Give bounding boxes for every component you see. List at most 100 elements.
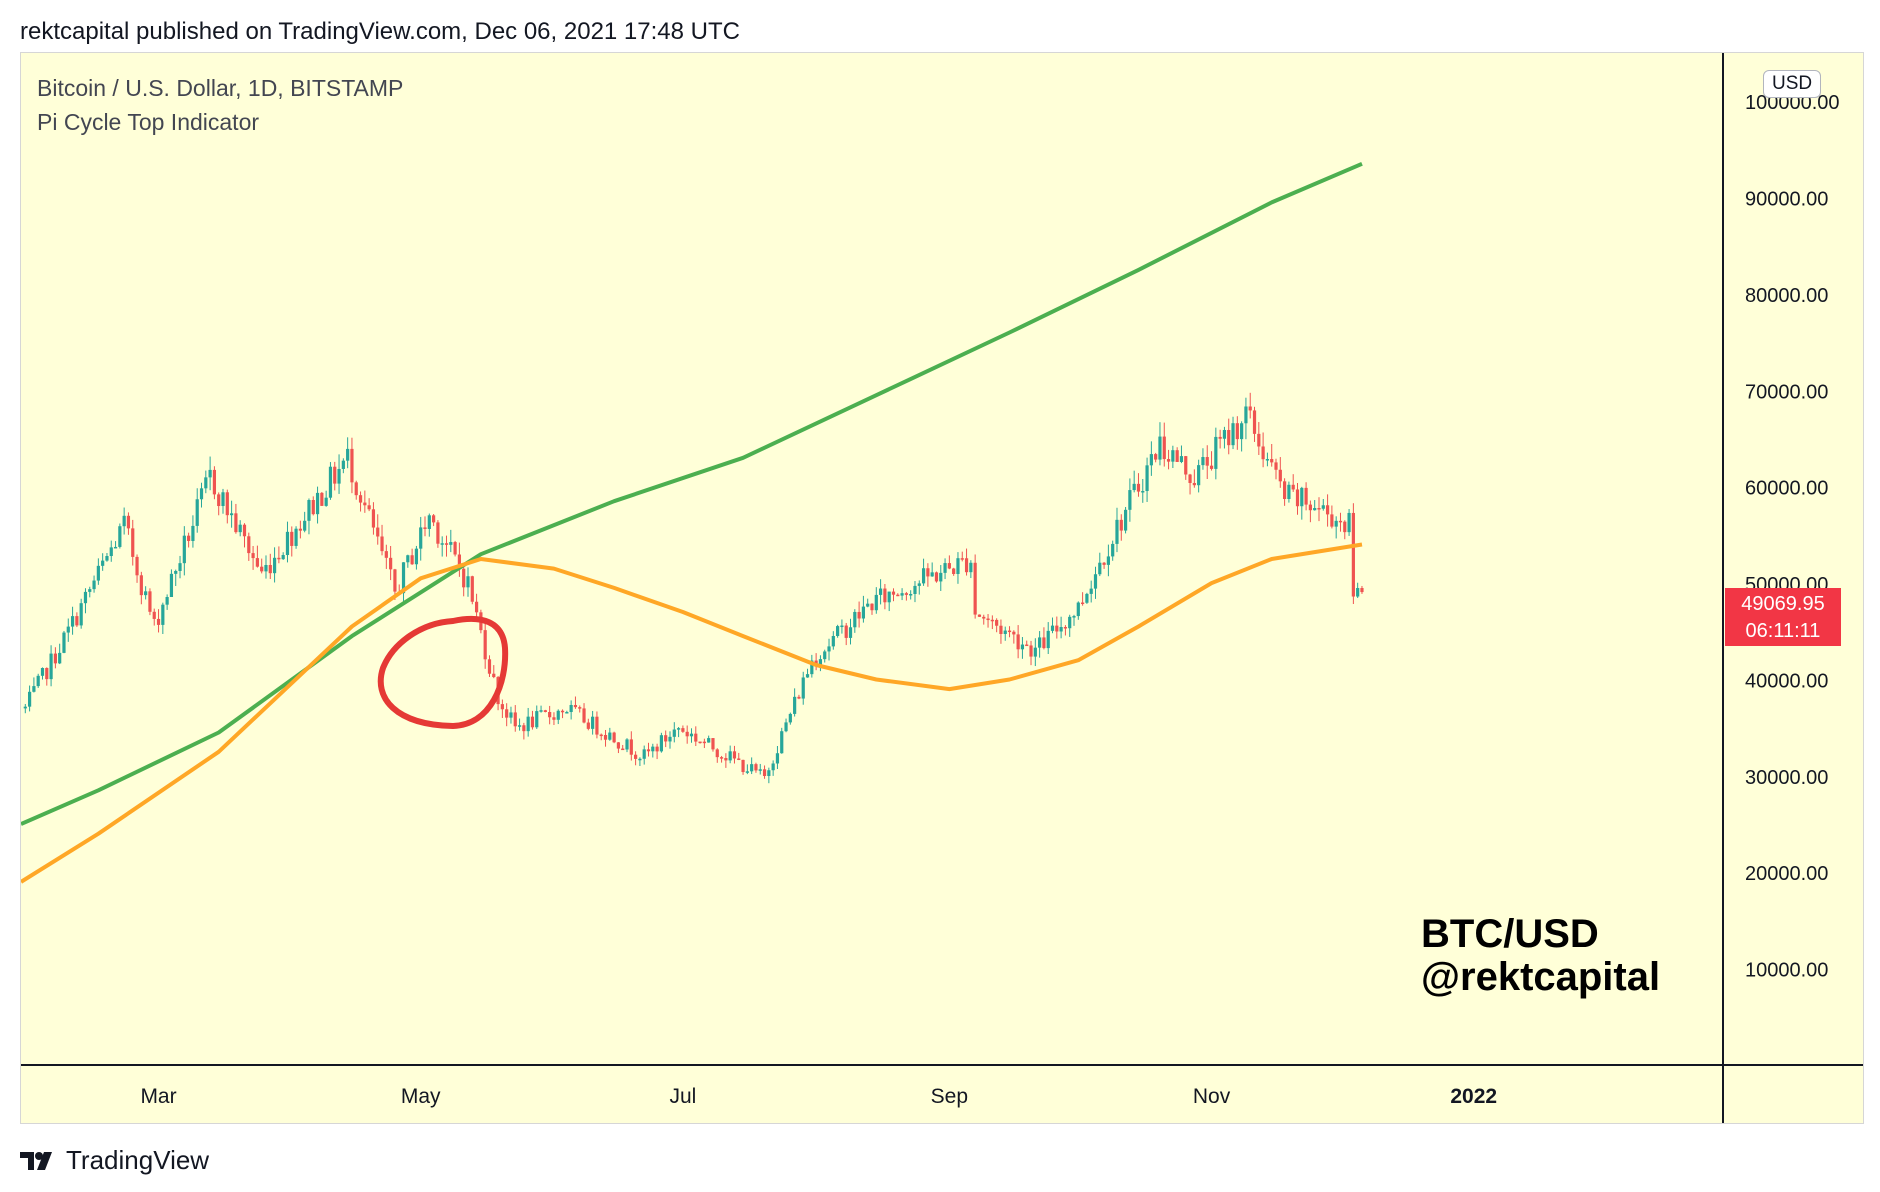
candle-up — [771, 763, 775, 771]
price-axis-background[interactable] — [1723, 53, 1864, 1065]
symbol-legend[interactable]: Bitcoin / U.S. Dollar, 1D, BITSTAMP — [37, 75, 404, 101]
candle-down — [986, 618, 990, 621]
candle-up — [264, 564, 268, 572]
candle-up — [853, 611, 857, 628]
candle-up — [969, 562, 973, 573]
candle-up — [909, 594, 913, 596]
candle-up — [1347, 512, 1351, 533]
candle-down — [999, 625, 1003, 634]
candle-up — [1321, 505, 1325, 509]
candle-down — [681, 728, 685, 732]
candle-up — [449, 542, 453, 545]
candle-up — [943, 563, 947, 573]
candle-up — [526, 716, 530, 732]
candle-down — [320, 492, 324, 506]
candle-up — [1123, 509, 1128, 531]
bar-close-countdown: 06:11:11 — [1745, 620, 1821, 642]
candle-up — [315, 492, 320, 515]
candle-up — [174, 570, 178, 574]
time-tick-label: Mar — [140, 1085, 176, 1108]
candle-down — [1291, 484, 1295, 490]
candle-down — [242, 524, 247, 537]
candle-up — [608, 732, 612, 740]
candle-down — [844, 625, 848, 638]
candle-down — [982, 616, 986, 619]
candle-down — [371, 509, 376, 528]
candle-up — [427, 515, 431, 529]
indicator-legend[interactable]: Pi Cycle Top Indicator — [37, 109, 260, 135]
candle-down — [483, 630, 487, 660]
candle-up — [70, 616, 75, 627]
candle-up — [707, 738, 711, 743]
candle-up — [109, 547, 113, 557]
candle-up — [539, 710, 543, 712]
candle-down — [212, 469, 217, 495]
currency-badge[interactable]: USD — [1763, 70, 1822, 98]
candle-up — [1158, 436, 1162, 460]
candle-down — [1295, 489, 1300, 507]
candle-up — [191, 525, 195, 541]
candle-up — [1265, 459, 1270, 461]
price-tick-label: 80000.00 — [1745, 285, 1828, 307]
candle-up — [1201, 457, 1205, 466]
candle-up — [40, 668, 45, 676]
candle-up — [195, 499, 199, 526]
candle-up — [1222, 429, 1227, 439]
candle-down — [389, 557, 393, 570]
candle-up — [1231, 423, 1235, 446]
candle-up — [1093, 574, 1098, 589]
candle-up — [1059, 627, 1063, 632]
tradingview-logo-icon — [20, 1151, 52, 1170]
candle-down — [1007, 630, 1012, 633]
candle-down — [599, 734, 603, 737]
candle-down — [1081, 602, 1085, 605]
candle-up — [569, 704, 573, 713]
candle-down — [255, 558, 259, 567]
candle-down — [973, 562, 977, 615]
candle-up — [917, 583, 921, 586]
candle-down — [762, 769, 767, 777]
candle-down — [311, 500, 315, 515]
candle-up — [1003, 630, 1007, 634]
candle-down — [131, 528, 135, 557]
time-axis-background[interactable] — [21, 1065, 1864, 1124]
chart-canvas[interactable]: 10000.0020000.0030000.0040000.0050000.00… — [21, 53, 1864, 1124]
candle-down — [453, 542, 457, 555]
candle-up — [92, 580, 96, 590]
candle-down — [711, 738, 715, 750]
candle-up — [509, 712, 513, 718]
candle-up — [775, 753, 780, 764]
pi-cycle-long-ma-line — [21, 161, 1363, 826]
candle-up — [178, 563, 182, 571]
candle-down — [573, 704, 578, 708]
candle-down — [350, 448, 354, 483]
candle-up — [1334, 520, 1338, 527]
time-tick-label: Jul — [669, 1085, 696, 1108]
candle-up — [788, 713, 792, 723]
chart-panel[interactable]: 10000.00 20000.00 30000.00 40000.00 50000.00… — [20, 52, 1864, 1124]
last-price-value: 49069.95 — [1741, 593, 1825, 615]
candle-up — [801, 677, 805, 699]
candle-up — [346, 448, 350, 461]
candle-up — [836, 626, 840, 637]
candle-down — [156, 618, 161, 625]
candle-down — [634, 754, 638, 759]
candle-down — [732, 751, 737, 759]
candle-up — [122, 515, 126, 527]
candle-down — [702, 741, 706, 744]
candle-up — [887, 591, 891, 603]
candle-down — [290, 531, 294, 546]
candle-up — [758, 769, 762, 771]
candle-up — [27, 691, 32, 707]
candle-up — [1240, 423, 1244, 440]
tradingview-footer[interactable]: TradingView — [20, 1145, 209, 1176]
candle-up — [517, 725, 522, 727]
candle-down — [1235, 423, 1239, 440]
candle-up — [161, 604, 165, 625]
candle-down — [1119, 519, 1123, 531]
candle-up — [900, 593, 904, 596]
time-axis[interactable]: Mar May Jul Sep Nov 2022 — [140, 1085, 1497, 1108]
candle-up — [169, 573, 174, 598]
candle-down — [1012, 631, 1016, 635]
candle-down — [995, 619, 999, 626]
